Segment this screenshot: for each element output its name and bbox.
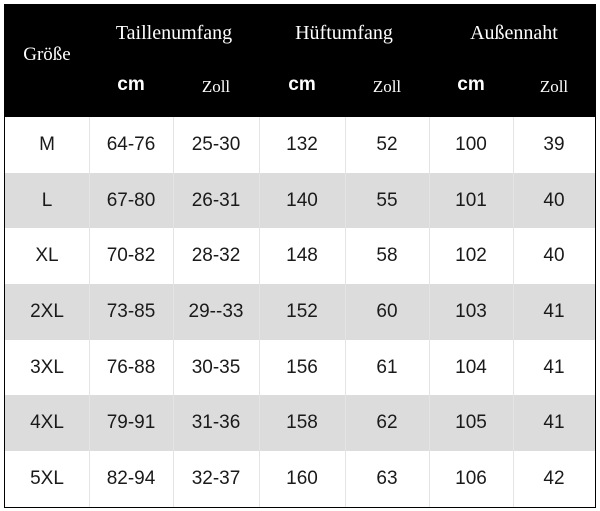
outseam-zoll-header: Zoll <box>539 77 569 96</box>
waist-cm-cell: 76-88 <box>106 356 156 378</box>
size-column-header: Größe <box>23 44 71 65</box>
waist-cm-cell: 67-80 <box>106 189 156 211</box>
column-divider <box>429 117 430 507</box>
hip-zoll-cell: 58 <box>376 245 398 267</box>
outseam-cm-cell: 103 <box>455 300 487 322</box>
column-divider <box>259 117 260 507</box>
waist-zoll-cell: 25-30 <box>191 133 241 155</box>
outseam-cm-cell: 100 <box>455 133 487 155</box>
hip-cm-cell: 156 <box>286 356 318 378</box>
hip-zoll-cell: 63 <box>376 467 398 489</box>
waist-cm-cell: 79-91 <box>106 412 156 434</box>
outseam-zoll-cell: 40 <box>543 245 565 267</box>
table-row: 3XL 76-88 30-35 156 61 104 41 <box>5 340 595 396</box>
waist-cm-cell: 82-94 <box>106 467 156 489</box>
column-divider <box>89 117 90 507</box>
waist-zoll-cell: 31-36 <box>191 412 241 434</box>
waist-cm-cell: 64-76 <box>106 133 156 155</box>
table-row: XL 70-82 28-32 148 58 102 40 <box>5 228 595 284</box>
hip-zoll-header: Zoll <box>372 77 402 96</box>
hip-zoll-cell: 55 <box>376 189 398 211</box>
waist-cm-cell: 73-85 <box>106 300 156 322</box>
hip-zoll-cell: 61 <box>376 356 398 378</box>
waist-cm-cell: 70-82 <box>106 245 156 267</box>
hip-cm-cell: 160 <box>286 467 318 489</box>
waist-zoll-cell: 30-35 <box>191 356 241 378</box>
table-row: M 64-76 25-30 132 52 100 39 <box>5 117 595 173</box>
table-row: L 67-80 26-31 140 55 101 40 <box>5 172 595 229</box>
outseam-cm-cell: 105 <box>455 412 487 434</box>
outseam-zoll-cell: 41 <box>543 300 565 322</box>
size-cell: L <box>41 189 53 211</box>
hip-cm-cell: 152 <box>286 300 318 322</box>
column-divider <box>513 117 514 507</box>
size-cell: XL <box>35 245 59 267</box>
hip-zoll-cell: 60 <box>376 300 398 322</box>
hip-cm-cell: 140 <box>286 189 318 211</box>
waist-zoll-cell: 29--33 <box>188 300 244 322</box>
hip-cm-cell: 132 <box>286 133 318 155</box>
waist-group-header: Taillenumfang <box>115 21 233 44</box>
column-divider <box>345 117 346 507</box>
size-cell: M <box>39 133 55 155</box>
table-row: 2XL 73-85 29--33 152 60 103 41 <box>5 284 595 340</box>
outseam-zoll-cell: 39 <box>543 133 565 155</box>
outseam-cm-cell: 106 <box>455 467 487 489</box>
hip-zoll-cell: 52 <box>376 133 398 155</box>
outseam-cm-cell: 101 <box>455 189 487 211</box>
outseam-zoll-cell: 41 <box>543 412 565 434</box>
hip-cm-cell: 158 <box>286 412 318 434</box>
outseam-group-header: Außennaht <box>470 21 558 44</box>
waist-zoll-cell: 28-32 <box>191 245 241 267</box>
table-body: M 64-76 25-30 132 52 100 39 L 67-80 26-31 140 55 101… <box>5 117 595 507</box>
size-chart-table: Größe Taillenumfang Hüftumfang Außennaht… <box>4 4 596 508</box>
size-cell: 5XL <box>30 467 64 489</box>
hip-cm-header: cm <box>288 74 316 95</box>
column-divider <box>173 117 174 507</box>
size-cell: 2XL <box>30 300 64 322</box>
outseam-zoll-cell: 41 <box>543 356 565 378</box>
outseam-zoll-cell: 42 <box>543 467 565 489</box>
hip-cm-cell: 148 <box>286 245 318 267</box>
outseam-zoll-cell: 40 <box>543 189 565 211</box>
outseam-cm-header: cm <box>457 74 485 95</box>
waist-zoll-header: Zoll <box>201 77 231 96</box>
waist-cm-header: cm <box>117 74 145 95</box>
waist-zoll-cell: 32-37 <box>191 467 241 489</box>
hip-zoll-cell: 62 <box>376 412 398 434</box>
outseam-cm-cell: 102 <box>455 245 487 267</box>
size-cell: 3XL <box>30 356 64 378</box>
size-cell: 4XL <box>30 412 64 434</box>
table-row: 5XL 82-94 32-37 160 63 106 42 <box>5 451 595 507</box>
outseam-cm-cell: 104 <box>455 356 487 378</box>
hip-group-header: Hüftumfang <box>295 21 393 44</box>
waist-zoll-cell: 26-31 <box>191 189 241 211</box>
table-row: 4XL 79-91 31-36 158 62 105 41 <box>5 395 595 452</box>
table-header: Größe Taillenumfang Hüftumfang Außennaht… <box>5 5 595 117</box>
